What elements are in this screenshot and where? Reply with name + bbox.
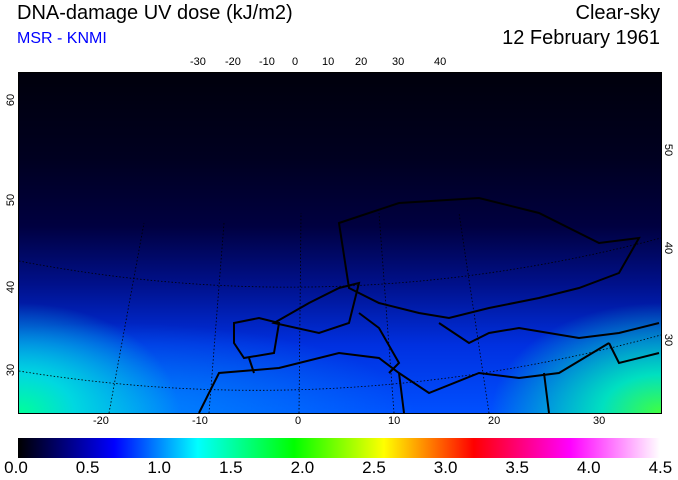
country-borders	[198, 196, 660, 413]
bottom-lon-tick: 0	[295, 415, 302, 427]
bottom-lon-tick: 10	[388, 415, 401, 427]
graticule	[19, 212, 661, 413]
top-lon-tick: 20	[355, 56, 368, 68]
bottom-lon-tick: -10	[192, 415, 208, 427]
date-label: 12 February 1961	[502, 27, 660, 49]
colorbar-label: 4.0	[576, 458, 601, 477]
right-lat-tick: 30	[662, 333, 675, 347]
left-lat-tick: 60	[5, 93, 18, 107]
colorbar-label: 1.5	[218, 458, 243, 477]
colorbar-label: 3.5	[505, 458, 530, 477]
right-lat-tick: 50	[662, 143, 675, 157]
map-title: DNA-damage UV dose (kJ/m2)	[17, 2, 293, 24]
sky-condition: Clear-sky	[575, 2, 660, 24]
colorbar-label: 2.5	[362, 458, 386, 477]
source-label: MSR - KNMI	[17, 30, 107, 47]
bottom-lon-tick: 20	[488, 415, 501, 427]
colorbar-label: 0.0	[4, 458, 28, 477]
left-lat-tick: 50	[5, 193, 18, 207]
top-lon-tick: -30	[190, 56, 206, 68]
left-lat-tick: 40	[5, 280, 18, 294]
colorbar-label: 3.0	[433, 458, 458, 477]
top-lon-tick: 40	[434, 56, 447, 68]
right-lat-tick: 40	[662, 241, 675, 255]
uv-dose-map	[18, 72, 662, 414]
top-lon-tick: -20	[225, 56, 241, 68]
coastlines-overlay	[19, 196, 661, 413]
top-lon-tick: 30	[392, 56, 405, 68]
top-lon-tick: 0	[292, 56, 299, 68]
colorbar-label: 2.0	[290, 458, 315, 477]
colorbar	[18, 438, 660, 458]
left-lat-tick: 30	[5, 363, 18, 377]
top-lon-tick: 10	[322, 56, 335, 68]
bottom-lon-tick: -20	[93, 415, 109, 427]
colorbar-label: 1.0	[147, 458, 172, 477]
colorbar-label: 4.5	[648, 458, 673, 477]
bottom-lon-tick: 30	[593, 415, 606, 427]
top-lon-tick: -10	[259, 56, 275, 68]
colorbar-label: 0.5	[75, 458, 100, 477]
